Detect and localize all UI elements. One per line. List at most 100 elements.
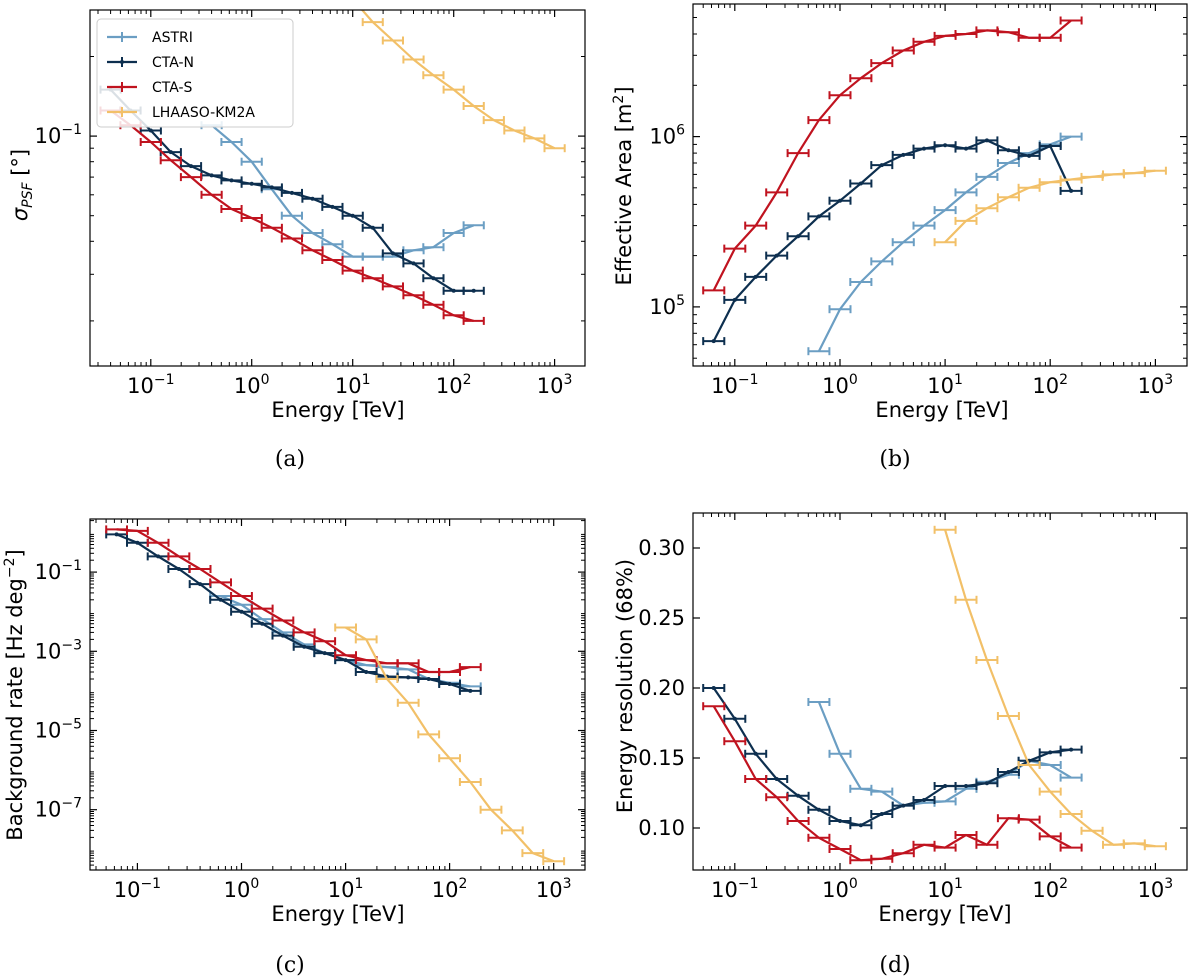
panel-c-caption: (c) bbox=[275, 953, 305, 978]
panel-d-caption: (d) bbox=[879, 953, 910, 978]
panel-c-ylabel: Background rate [Hz deg−2] bbox=[2, 549, 27, 840]
data-point-lhaaso-km2a bbox=[1080, 172, 1104, 181]
data-point-astri bbox=[341, 252, 364, 261]
data-point-cta-s bbox=[891, 849, 915, 858]
series-line-cta-s bbox=[712, 705, 1072, 862]
data-point-astri bbox=[828, 305, 852, 314]
data-point-cta-n bbox=[1059, 745, 1083, 754]
series-line-astri bbox=[817, 135, 1072, 352]
data-point-lhaaso-km2a bbox=[933, 525, 957, 534]
data-point-lhaaso-km2a bbox=[1080, 826, 1104, 835]
data-point-cta-n bbox=[422, 274, 445, 283]
data-point-astri bbox=[870, 787, 894, 796]
x-tick-label: 10−1 bbox=[711, 876, 758, 902]
data-point-cta-s bbox=[744, 221, 768, 230]
data-point-cta-s bbox=[870, 59, 894, 68]
data-point-cta-s bbox=[159, 156, 182, 165]
y-tick-label: 105 bbox=[649, 293, 685, 319]
data-point-lhaaso-km2a bbox=[954, 216, 978, 225]
data-point-lhaaso-km2a bbox=[381, 36, 404, 45]
data-point-cta-s bbox=[807, 116, 831, 125]
data-point-cta-s bbox=[975, 840, 999, 849]
data-point-cta-s bbox=[723, 244, 747, 253]
data-point-astri bbox=[891, 238, 915, 247]
data-point-cta-n bbox=[723, 295, 747, 304]
data-point-cta-s bbox=[402, 291, 425, 300]
panel-b-ylabel-end: ] bbox=[612, 86, 636, 94]
data-point-lhaaso-km2a bbox=[1059, 810, 1083, 818]
data-point-lhaaso-km2a bbox=[1122, 839, 1146, 848]
data-point-cta-n bbox=[167, 565, 191, 573]
data-point-lhaaso-km2a bbox=[442, 85, 465, 94]
y-tick-label: 106 bbox=[649, 123, 685, 149]
x-tick-label: 100 bbox=[224, 876, 260, 902]
data-point-cta-s bbox=[105, 525, 128, 534]
series-group bbox=[105, 525, 566, 866]
data-point-cta-s bbox=[313, 637, 337, 646]
data-point-cta-s bbox=[126, 526, 149, 535]
data-point-cta-n bbox=[954, 144, 978, 153]
panel-b-xlabel: Energy [TeV] bbox=[875, 398, 1008, 422]
data-point-cta-s bbox=[250, 604, 274, 613]
data-point-cta-s bbox=[230, 592, 253, 600]
data-point-lhaaso-km2a bbox=[462, 102, 485, 110]
panel-a-ylabel-subscript: PSF bbox=[20, 181, 36, 207]
data-point-cta-s bbox=[723, 737, 747, 746]
data-point-astri bbox=[975, 172, 999, 181]
data-point-cta-n bbox=[996, 146, 1020, 155]
panel-a-xlabel: Energy [TeV] bbox=[271, 398, 404, 422]
x-tick-label: 101 bbox=[335, 372, 371, 398]
data-point-cta-s bbox=[396, 659, 420, 668]
data-point-cta-n bbox=[765, 251, 789, 260]
x-tick-label: 103 bbox=[537, 372, 573, 398]
y-tick-label: 10−1 bbox=[35, 122, 82, 148]
data-point-cta-s bbox=[765, 793, 789, 802]
x-tick-label: 101 bbox=[328, 876, 364, 902]
data-point-cta-n bbox=[250, 619, 274, 628]
series-group bbox=[702, 16, 1167, 356]
data-point-cta-s bbox=[933, 843, 957, 852]
data-point-lhaaso-km2a bbox=[975, 656, 999, 664]
panel-c-xlabel: Energy [TeV] bbox=[271, 902, 404, 926]
data-point-cta-n bbox=[933, 782, 957, 790]
data-point-lhaaso-km2a bbox=[396, 698, 420, 707]
x-tick-label: 101 bbox=[927, 372, 963, 398]
data-point-lhaaso-km2a bbox=[1017, 761, 1041, 769]
data-point-cta-n bbox=[139, 126, 162, 135]
y-tick-label: 10−3 bbox=[35, 637, 82, 663]
data-point-cta-s bbox=[139, 138, 162, 146]
legend-entry: CTA-S bbox=[107, 80, 193, 96]
data-point-cta-n bbox=[702, 337, 726, 346]
x-tick-label: 102 bbox=[432, 876, 468, 902]
data-point-astri bbox=[996, 159, 1020, 167]
x-tick-label: 100 bbox=[822, 372, 858, 398]
panel-d-plot: 10−1 100 101 102 103 0.10 0.15 0.20 0.25 0.30 bbox=[638, 512, 1188, 902]
panel-d: 10−1 100 101 102 103 0.10 0.15 0.20 0.25 0.30 Ene… bbox=[613, 512, 1188, 978]
y-tick-label: 0.20 bbox=[638, 676, 685, 700]
data-point-cta-s bbox=[188, 565, 212, 573]
data-point-cta-s bbox=[321, 256, 344, 264]
data-point-astri bbox=[807, 698, 831, 706]
data-point-cta-n bbox=[438, 680, 461, 688]
panel-a: 10−1 100 101 102 103 10−1 Energy [TeV] σPSF [… bbox=[8, 9, 586, 472]
data-point-cta-s bbox=[996, 814, 1020, 823]
data-point-cta-n bbox=[828, 196, 852, 205]
panel-b-plot: 10−1 100 101 102 103 105 106 bbox=[649, 3, 1188, 398]
x-tick-label: 101 bbox=[927, 876, 963, 902]
data-point-cta-s bbox=[361, 274, 384, 283]
panel-c-plot: 10−1 100 101 102 103 10−1 10−3 10−5 10−7 bbox=[35, 518, 586, 902]
x-tick-label: 103 bbox=[1138, 876, 1174, 902]
data-point-cta-s bbox=[702, 286, 726, 295]
data-point-lhaaso-km2a bbox=[1143, 842, 1167, 851]
data-point-cta-s bbox=[702, 702, 726, 711]
data-point-lhaaso-km2a bbox=[996, 712, 1020, 720]
data-point-astri bbox=[954, 188, 978, 197]
data-point-astri bbox=[933, 206, 957, 215]
panel-a-ylabel: σPSF [°] bbox=[8, 149, 36, 221]
x-tick-label: 10−1 bbox=[127, 372, 174, 398]
data-point-cta-n bbox=[1038, 142, 1062, 150]
data-point-cta-s bbox=[458, 663, 482, 672]
data-point-cta-n bbox=[458, 686, 482, 695]
data-point-lhaaso-km2a bbox=[1102, 840, 1125, 849]
data-point-cta-s bbox=[240, 214, 263, 222]
